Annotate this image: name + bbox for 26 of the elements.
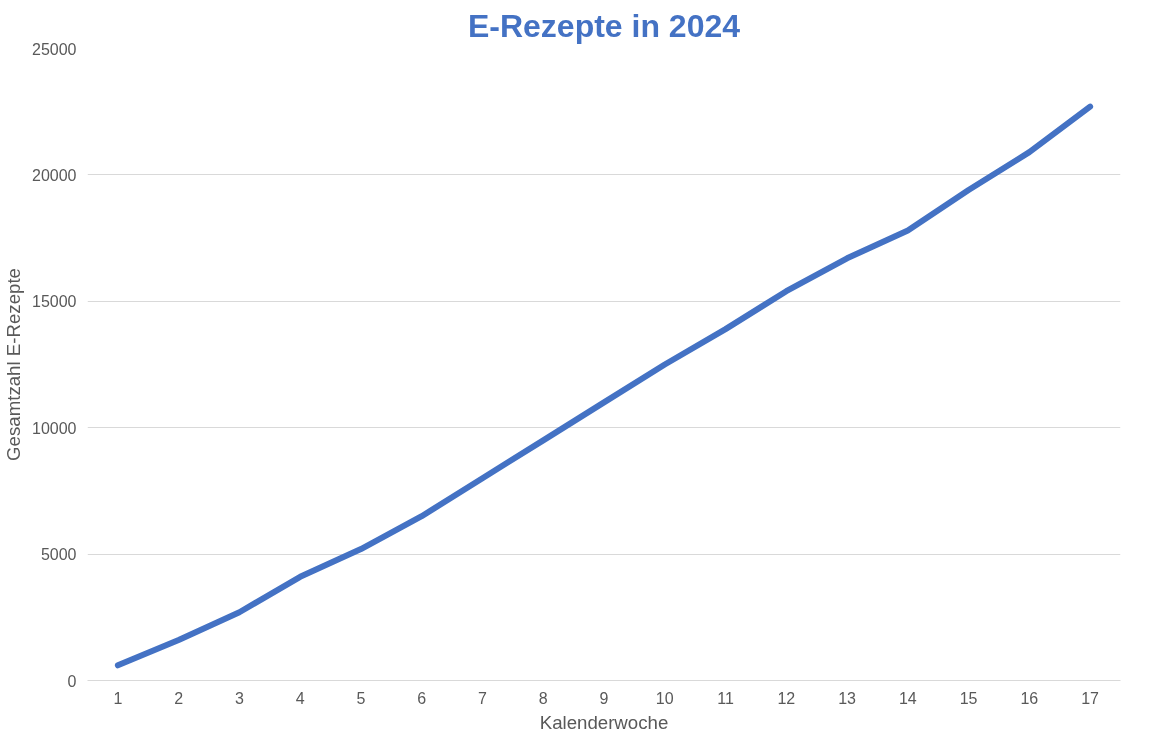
x-tick-label: 2 (174, 689, 184, 707)
x-tick-label: 7 (478, 689, 488, 707)
y-tick-label: 25000 (32, 40, 77, 58)
x-tick-label: 12 (777, 689, 796, 707)
y-tick-label: 20000 (32, 166, 77, 184)
x-tick-label: 16 (1020, 689, 1039, 707)
x-tick-label: 3 (234, 689, 244, 707)
x-tick-label: 11 (717, 689, 734, 707)
y-tick-label: 15000 (32, 293, 77, 311)
y-tick-label: 10000 (32, 419, 77, 437)
y-axis-title: Gesamtzahl E-Rezepte (3, 268, 25, 461)
y-tick-label: 5000 (40, 546, 77, 564)
x-tick-label: 5 (356, 689, 366, 707)
x-tick-label: 4 (295, 689, 305, 707)
x-tick-label: 9 (599, 689, 609, 707)
x-tick-label: 17 (1081, 689, 1100, 707)
x-tick-label: 14 (898, 689, 917, 707)
x-tick-label: 15 (959, 689, 978, 707)
x-tick-label: 1 (113, 689, 123, 707)
x-tick-label: 13 (838, 689, 857, 707)
chart-title: E-Rezepte in 2024 (467, 7, 741, 44)
x-tick-label: 10 (655, 689, 674, 707)
y-tick-label: 0 (67, 672, 77, 690)
x-tick-label: 6 (417, 689, 427, 707)
x-tick-label: 8 (538, 689, 548, 707)
x-axis-title: Kalenderwoche (539, 711, 669, 733)
